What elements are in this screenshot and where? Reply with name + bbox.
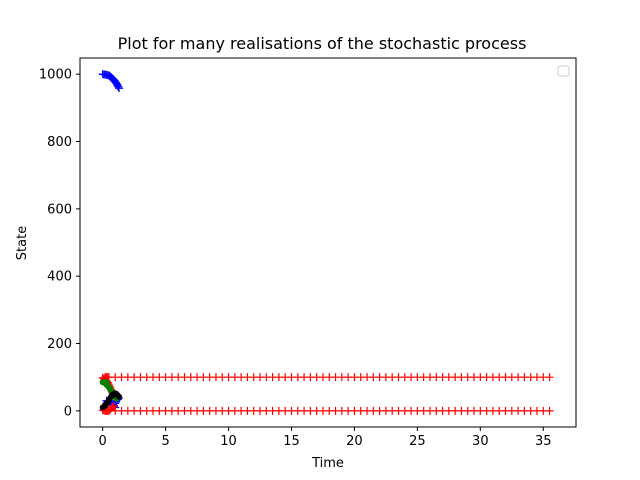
y-tick-label: 0 bbox=[64, 404, 72, 419]
y-tick-label: 400 bbox=[47, 270, 72, 285]
y-tick-label: 800 bbox=[47, 135, 72, 150]
x-tick-label: 30 bbox=[472, 434, 489, 449]
x-tick-label: 20 bbox=[346, 434, 363, 449]
y-axis-ticks: 0 200 400 600 800 1000 bbox=[39, 68, 80, 419]
y-tick-label: 600 bbox=[47, 202, 72, 217]
data-point bbox=[116, 393, 123, 400]
data-point bbox=[103, 400, 110, 407]
data-point bbox=[109, 402, 118, 411]
data-point bbox=[115, 84, 124, 93]
data-point bbox=[114, 82, 123, 91]
data-point bbox=[545, 373, 554, 382]
chart-title: Plot for many realisations of the stocha… bbox=[118, 34, 527, 53]
legend-box bbox=[557, 65, 570, 77]
x-tick-label: 5 bbox=[161, 434, 169, 449]
x-tick-label: 10 bbox=[220, 434, 237, 449]
data-point bbox=[545, 406, 554, 415]
y-tick-label: 1000 bbox=[39, 68, 72, 83]
x-tick-label: 0 bbox=[99, 434, 107, 449]
plot-area bbox=[80, 58, 576, 427]
x-axis-ticks: 0 5 10 15 20 25 30 35 bbox=[99, 427, 552, 449]
y-axis-label: State bbox=[15, 226, 30, 260]
axes-frame bbox=[79, 57, 577, 428]
data-point bbox=[111, 78, 120, 87]
x-tick-label: 35 bbox=[535, 434, 552, 449]
y-tick-label: 200 bbox=[47, 337, 72, 352]
data-point bbox=[103, 379, 110, 386]
data-marks bbox=[98, 70, 554, 415]
x-axis-label: Time bbox=[311, 456, 344, 471]
data-point bbox=[108, 402, 117, 411]
x-tick-label: 15 bbox=[283, 434, 300, 449]
x-tick-label: 25 bbox=[409, 434, 426, 449]
